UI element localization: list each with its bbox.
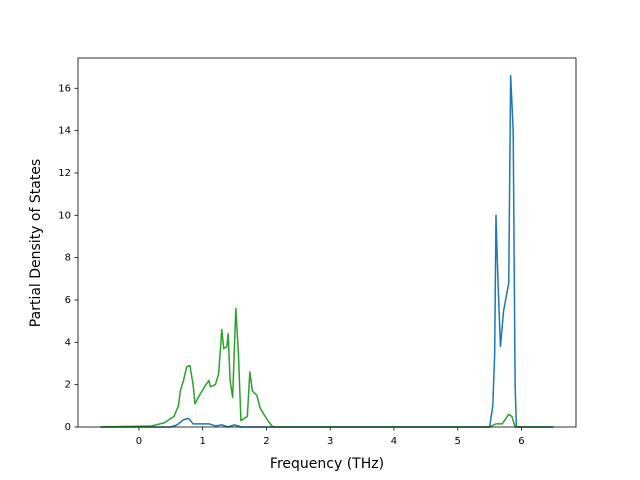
y-tick-label: 14 <box>58 126 71 137</box>
x-tick-label: 5 <box>455 436 461 447</box>
data-line <box>100 307 554 428</box>
y-tick-label: 4 <box>65 337 71 348</box>
x-axis-label: Frequency (THz) <box>270 456 384 472</box>
y-tick-label: 8 <box>65 253 71 264</box>
y-tick-label: 0 <box>65 422 71 433</box>
y-tick-label: 16 <box>58 83 71 94</box>
x-tick-label: 4 <box>391 436 397 447</box>
y-tick-label: 6 <box>65 295 71 306</box>
y-tick-label: 12 <box>58 168 71 179</box>
plot-frame <box>77 57 577 428</box>
x-tick-label: 2 <box>263 436 269 447</box>
y-tick-label: 10 <box>58 210 71 221</box>
x-tick-label: 0 <box>136 436 142 447</box>
x-tick-label: 6 <box>518 436 524 447</box>
x-tick-label: 3 <box>327 436 333 447</box>
y-axis-label: Partial Density of States <box>28 159 44 327</box>
y-tick-label: 2 <box>65 380 71 391</box>
data-line <box>100 74 554 428</box>
x-tick-label: 1 <box>199 436 205 447</box>
